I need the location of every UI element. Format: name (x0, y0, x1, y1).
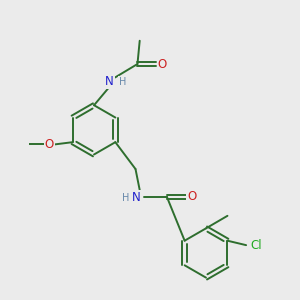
Text: H: H (122, 193, 129, 203)
Text: O: O (158, 58, 167, 70)
Text: Cl: Cl (250, 238, 262, 252)
Text: N: N (105, 75, 114, 88)
Text: N: N (132, 191, 141, 204)
Text: O: O (45, 138, 54, 151)
Text: H: H (118, 77, 126, 87)
Text: O: O (187, 190, 196, 203)
